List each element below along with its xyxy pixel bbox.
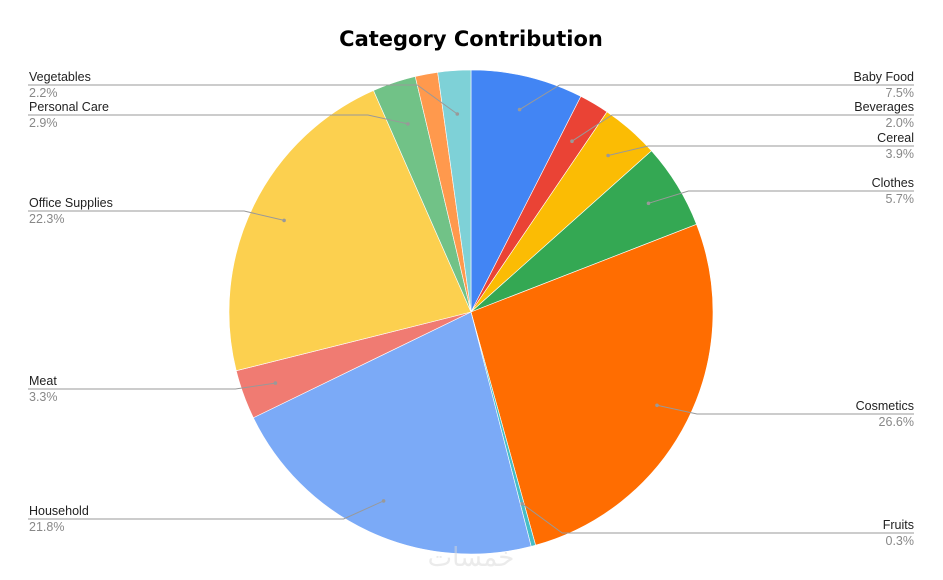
leader-line [519,84,914,111]
chart-title: Category Contribution [339,27,603,51]
leader-line [521,503,914,534]
slice-label-baby-food: Baby Food 7.5% [517,70,915,112]
slice-label-vegetables: Vegetables 2.2% [28,70,460,116]
slice-percent: 0.3% [886,534,915,548]
slice-label-household: Household 21.8% [28,499,386,534]
slice-label-meat: Meat 3.3% [28,374,278,404]
pie-slice-vegetables [437,69,472,313]
slice-percent: 5.7% [886,192,915,206]
leader-line [28,500,384,520]
pie-slice-baby-food [470,69,582,313]
slice-label-beverages: Beverages 2.0% [570,100,914,143]
leader-line [28,114,409,125]
slice-name: Meat [29,374,57,388]
slice-percent: 26.6% [879,415,914,429]
pie-slices [228,69,714,555]
slice-percent: 21.8% [29,520,64,534]
slice-label-office-supplies: Office Supplies 22.3% [28,196,286,226]
slice-label-cereal: Cereal 3.9% [606,131,914,161]
pie-slice-cosmetics [470,223,714,546]
slice-percent: 22.3% [29,212,64,226]
leader-dot [520,501,524,506]
leader-line [648,190,914,204]
slice-name: Household [29,504,89,518]
leader-line [28,382,276,390]
leader-line [28,210,285,221]
slice-name: Personal Care [29,100,109,114]
slice-name: Beverages [854,100,914,114]
slice-percent: 2.9% [29,116,58,130]
leader-dot [606,153,610,158]
leader-dot [282,218,286,223]
leader-line [571,114,914,142]
leader-dot [570,139,574,143]
slice-label-fruits: Fruits 0.3% [520,501,915,548]
leader-dot [655,403,659,408]
slice-percent: 7.5% [886,86,915,100]
slice-name: Cereal [877,131,914,145]
slice-name: Vegetables [29,70,91,84]
slice-labels: Baby Food 7.5%Beverages 2.0%Cereal 3.9% Clot… [28,70,914,548]
slice-name: Cosmetics [856,399,914,413]
slice-name: Office Supplies [29,196,113,210]
leader-dot [273,381,278,385]
leader-line [28,84,458,115]
pie-slice-household [252,311,532,555]
leader-dot [381,499,386,503]
slice-percent: 2.0% [886,116,915,130]
watermark: خمسات [428,543,515,573]
leader-dot [646,201,651,206]
slice-percent: 2.2% [29,86,58,100]
leader-line [656,404,914,415]
slice-name: Fruits [883,518,914,532]
slice-label-personal-care: Personal Care 2.9% [28,100,410,130]
slice-name: Clothes [872,176,914,190]
pie-slice-office-supplies [228,90,472,372]
leader-dot [517,107,522,112]
leader-dot [406,122,410,126]
slice-percent: 3.3% [29,390,58,404]
leader-dot [455,112,460,116]
slice-percent: 3.9% [886,147,915,161]
slice-name: Baby Food [854,70,915,84]
slice-label-cosmetics: Cosmetics 26.6% [655,399,914,429]
slice-label-clothes: Clothes 5.7% [646,176,915,206]
leader-line [607,145,914,156]
